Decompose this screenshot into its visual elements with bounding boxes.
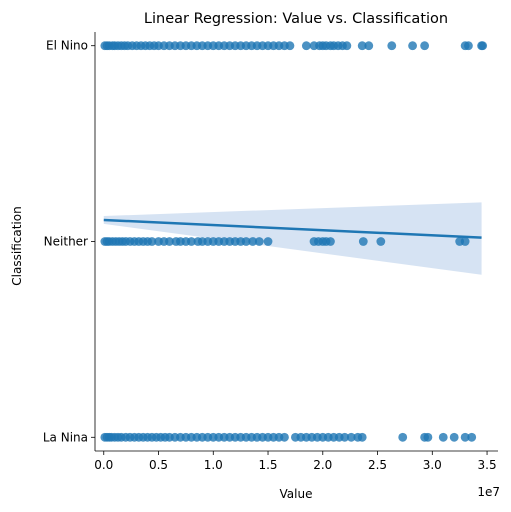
data-point <box>376 237 386 246</box>
data-point <box>248 237 258 246</box>
x-tick-label: 2.0 <box>313 458 332 472</box>
confidence-band-layer <box>103 202 482 275</box>
data-point <box>438 432 448 442</box>
data-point <box>285 41 295 51</box>
x-tick-label: 1.0 <box>204 458 223 472</box>
x-tick-label: 3.0 <box>423 458 442 472</box>
data-point <box>301 41 311 51</box>
data-point <box>326 237 335 246</box>
data-point <box>186 237 196 246</box>
regression-line <box>103 218 482 239</box>
data-point <box>357 432 367 442</box>
chart-title: Linear Regression: Value vs. Classificat… <box>144 11 448 27</box>
x-tick-label: 0.0 <box>94 458 113 472</box>
data-point <box>423 432 433 442</box>
y-axis-label: Classification <box>10 206 24 285</box>
data-point <box>364 41 374 51</box>
y-tick-label: El Nino <box>46 39 88 53</box>
data-point <box>449 432 459 442</box>
x-tick-label: 2.5 <box>368 458 387 472</box>
scatter-points-layer <box>100 41 488 442</box>
data-point <box>241 237 251 246</box>
data-point <box>280 432 289 442</box>
data-point <box>460 237 470 246</box>
data-point <box>420 41 430 51</box>
x-tick-label: 0.5 <box>149 458 168 472</box>
data-point <box>346 432 356 442</box>
x-axis-scale-label: 1e7 <box>477 485 500 499</box>
data-point <box>263 237 273 246</box>
data-point <box>342 41 352 51</box>
y-tick-label: La Nina <box>43 430 88 444</box>
data-point <box>478 41 488 51</box>
data-point <box>358 237 368 246</box>
x-axis-ticks: 0.0 0.5 1.0 1.5 2.0 2.5 3.0 3.5 <box>94 451 497 472</box>
x-tick-label: 1.5 <box>258 458 277 472</box>
data-point <box>340 432 350 442</box>
y-tick-label: Neither <box>44 235 88 249</box>
data-point <box>387 41 397 51</box>
x-axis-label: Value <box>280 487 313 501</box>
x-tick-label: 3.5 <box>478 458 497 472</box>
y-axis-ticks: La Nina Neither El Nino <box>43 39 95 444</box>
data-point <box>254 237 264 246</box>
confidence-band <box>103 202 482 275</box>
data-point <box>398 432 408 442</box>
data-point <box>467 432 477 442</box>
data-point <box>165 237 174 246</box>
data-point <box>408 41 417 51</box>
data-point <box>357 41 367 51</box>
data-point <box>460 432 470 442</box>
data-point <box>464 41 473 51</box>
regression-line-layer <box>103 218 482 239</box>
data-point <box>147 237 157 246</box>
